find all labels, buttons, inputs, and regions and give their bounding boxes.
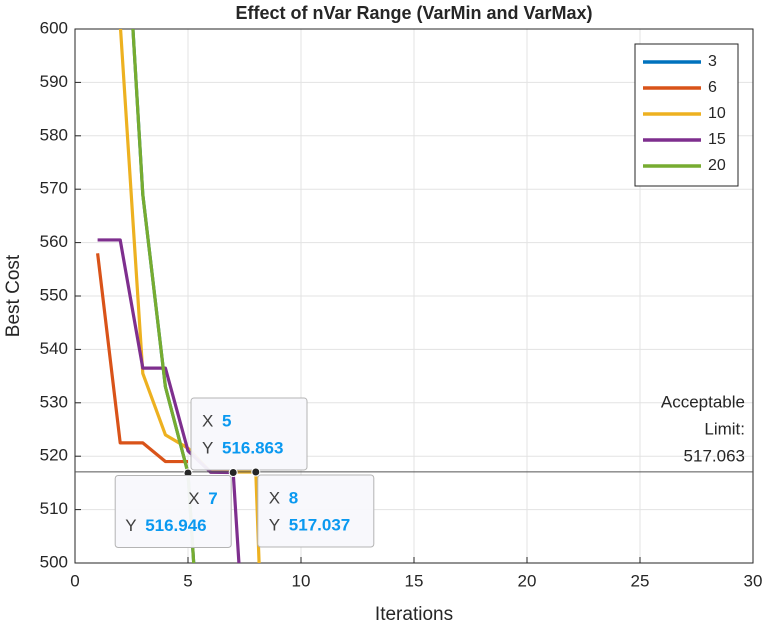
- x-axis-title: Iterations: [375, 604, 453, 625]
- y-tick-label: 560: [40, 232, 68, 251]
- datatip-y-value: 516.863: [222, 438, 283, 457]
- chart-title: Effect of nVar Range (VarMin and VarMax): [235, 3, 592, 23]
- datatip-box: [257, 474, 375, 548]
- y-tick-label: 510: [40, 499, 68, 518]
- x-tick-label: 30: [744, 571, 763, 590]
- x-tick-label: 25: [631, 571, 650, 590]
- datatip-y-value: 517.037: [289, 516, 350, 535]
- legend-label: 3: [708, 53, 717, 70]
- x-tick-label: 5: [183, 571, 192, 590]
- datatip-marker: [228, 468, 238, 478]
- datatip-x-value: 7: [208, 489, 217, 508]
- datatip-y-name: Y: [202, 438, 213, 457]
- limit-label: Acceptable: [661, 392, 745, 411]
- x-tick-label: 15: [405, 571, 424, 590]
- y-tick-label: 540: [40, 339, 68, 358]
- x-tick-label: 0: [70, 571, 79, 590]
- legend-label: 20: [708, 157, 726, 174]
- datatip-y-value: 516.946: [145, 516, 206, 535]
- datatip-x-name: X: [202, 411, 213, 430]
- y-tick-label: 580: [40, 125, 68, 144]
- y-tick-label: 550: [40, 285, 68, 304]
- datatip-y-name: Y: [125, 516, 136, 535]
- datatip-x-name: X: [188, 489, 199, 508]
- x-tick-label: 20: [518, 571, 537, 590]
- y-tick-label: 570: [40, 179, 68, 198]
- datatip-box: [190, 397, 308, 471]
- y-tick-label: 500: [40, 552, 68, 571]
- axes-box: [74, 28, 754, 564]
- y-tick-label: 530: [40, 392, 68, 411]
- y-tick-label: 600: [40, 18, 68, 37]
- datatip-marker: [251, 467, 261, 477]
- datatip-x-value: 5: [222, 411, 231, 430]
- legend-label: 6: [708, 79, 717, 96]
- y-axis-title: Best Cost: [3, 254, 24, 337]
- limit-label: Limit:: [704, 419, 745, 438]
- datatip-x-value: 8: [289, 489, 298, 508]
- x-tick-label: 10: [292, 571, 311, 590]
- datatip-box: [114, 475, 232, 549]
- y-tick-label: 590: [40, 72, 68, 91]
- y-tick-label: 520: [40, 446, 68, 465]
- datatip-y-name: Y: [269, 516, 280, 535]
- series-line: [96, 253, 188, 464]
- legend-label: 10: [708, 105, 726, 122]
- limit-value: 517.063: [684, 446, 745, 465]
- legend-label: 15: [708, 131, 726, 148]
- datatip-x-name: X: [269, 489, 280, 508]
